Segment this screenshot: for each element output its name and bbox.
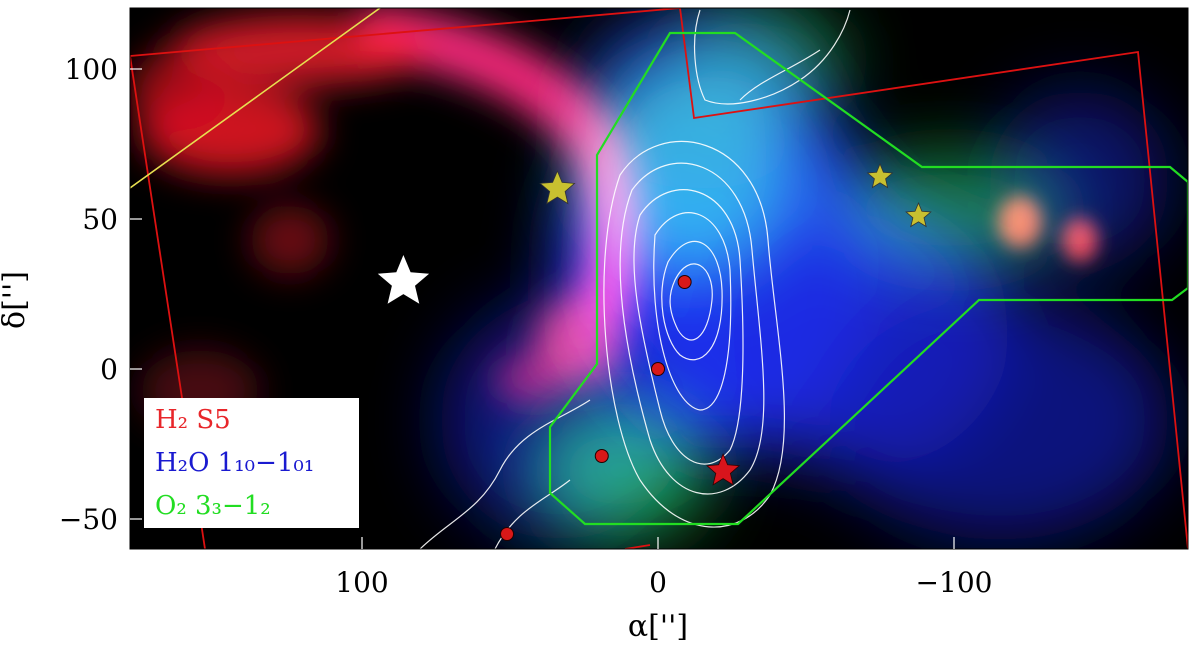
x-tick-label-2: −100 (916, 566, 993, 599)
x-axis-title: α[''] (628, 609, 688, 644)
red-dot-3 (500, 527, 515, 541)
yellow-star-icon-1 (866, 162, 894, 189)
o2-footprint (548, 31, 1188, 526)
red-dot-2 (594, 449, 609, 463)
y-tick-label-1: 50 (82, 203, 118, 236)
legend-entry-h2: H₂ S5 (155, 405, 231, 435)
legend-box (144, 398, 359, 528)
legend: H₂ S5 H₂O 1₁₀−1₀₁ O₂ 3₃−1₂ (144, 398, 359, 528)
yellow-star-icon-0 (539, 169, 576, 205)
white-star-icon (377, 255, 430, 304)
survey-outline-yellow (130, 8, 381, 189)
plot-frame (129, 7, 1189, 550)
legend-entry-o2: O₂ 3₃−1₂ (155, 491, 271, 521)
markers (377, 162, 932, 541)
red-dot-0 (677, 275, 692, 289)
y-axis-ticks: 100 50 0 −50 (59, 53, 142, 536)
y-tick-label-2: 0 (100, 353, 118, 386)
y-tick-label-3: −50 (59, 503, 118, 536)
red-dot-1 (651, 362, 665, 376)
x-tick-label-0: 100 (335, 566, 388, 599)
y-axis-title: δ[''] (0, 271, 32, 329)
x-axis-ticks: 100 0 −100 (335, 537, 992, 599)
y-tick-label-0: 100 (65, 53, 118, 86)
emission-map (130, 8, 1188, 549)
x-tick-label-1: 0 (649, 566, 667, 599)
yellow-star-icon-2 (905, 201, 932, 228)
red-star-icon (706, 452, 741, 486)
legend-entry-h2o: H₂O 1₁₀−1₀₁ (155, 448, 314, 478)
